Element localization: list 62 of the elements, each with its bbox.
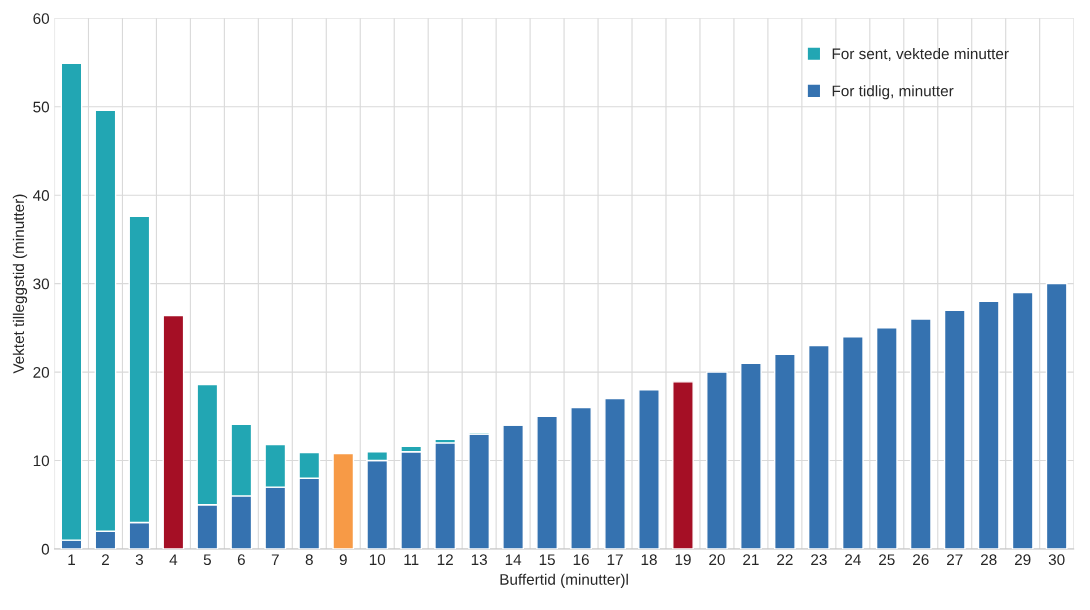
- bar: [807, 344, 830, 549]
- bar: [875, 327, 898, 549]
- x-tick-label: 30: [1048, 554, 1065, 566]
- x-tick-label: 9: [339, 554, 347, 566]
- y-axis-title: Vektet tilleggstid (minutter): [12, 194, 28, 374]
- x-tick-label: 7: [271, 554, 279, 565]
- x-tick-label: 18: [641, 554, 657, 566]
- y-tick-label: 40: [33, 190, 50, 201]
- x-tick-label: 16: [573, 554, 589, 566]
- bar: [604, 397, 626, 549]
- y-tick-label: 20: [33, 366, 50, 378]
- x-tick-label: 10: [369, 554, 386, 566]
- x-tick-label: 6: [237, 554, 245, 566]
- bar: [943, 309, 966, 549]
- bar: [774, 353, 796, 549]
- bar: [434, 442, 457, 549]
- x-tick-label: 29: [1014, 554, 1031, 566]
- x-tick-label: 12: [437, 554, 453, 565]
- x-tick-label: 4: [169, 554, 178, 565]
- y-tick-label: 60: [33, 13, 50, 24]
- bar: [909, 318, 932, 549]
- x-tick-label: 2: [101, 554, 109, 565]
- bar: [1045, 282, 1068, 549]
- x-tick-label: 15: [539, 554, 555, 566]
- bar: [332, 452, 355, 549]
- bar: [162, 314, 185, 549]
- x-tick-label: 25: [879, 554, 895, 566]
- x-tick-label: 3: [135, 554, 144, 566]
- y-tick-label: 10: [33, 455, 50, 467]
- bar: [502, 424, 525, 549]
- bar: [706, 371, 728, 549]
- x-tick-label: 1: [68, 554, 75, 565]
- legend-label: For sent, vektede minutter: [832, 47, 1009, 61]
- bar: [740, 362, 762, 549]
- x-tick-label: 24: [845, 554, 861, 565]
- x-tick-label: 22: [777, 554, 793, 565]
- x-tick-label: 17: [607, 554, 623, 565]
- x-tick-label: 27: [947, 554, 963, 565]
- x-tick-label: 14: [505, 554, 522, 565]
- bar: [570, 406, 592, 549]
- bar: [1011, 291, 1034, 549]
- y-tick-label: 0: [41, 543, 50, 555]
- x-tick-label: 11: [404, 554, 419, 565]
- x-axis-title: Buffertid (minutter)l: [500, 573, 628, 588]
- x-tick-label: 20: [709, 554, 725, 566]
- y-tick-label: 50: [33, 101, 50, 113]
- legend-label: For tidlig, minutter: [832, 85, 954, 100]
- x-tick-label: 28: [980, 554, 997, 566]
- bar: [672, 381, 694, 549]
- bar: [638, 389, 660, 549]
- bar: [977, 300, 1000, 549]
- x-tick-label: 26: [913, 554, 929, 566]
- x-tick-label: 23: [811, 554, 827, 566]
- bar: [536, 415, 558, 549]
- x-tick-label: 13: [471, 554, 487, 566]
- y-tick-label: 30: [33, 278, 50, 290]
- bar: [841, 336, 864, 549]
- x-tick-label: 21: [743, 554, 759, 565]
- bar: [468, 433, 491, 549]
- x-tick-label: 5: [203, 554, 211, 566]
- x-tick-label: 8: [305, 554, 313, 566]
- x-tick-label: 19: [675, 554, 691, 566]
